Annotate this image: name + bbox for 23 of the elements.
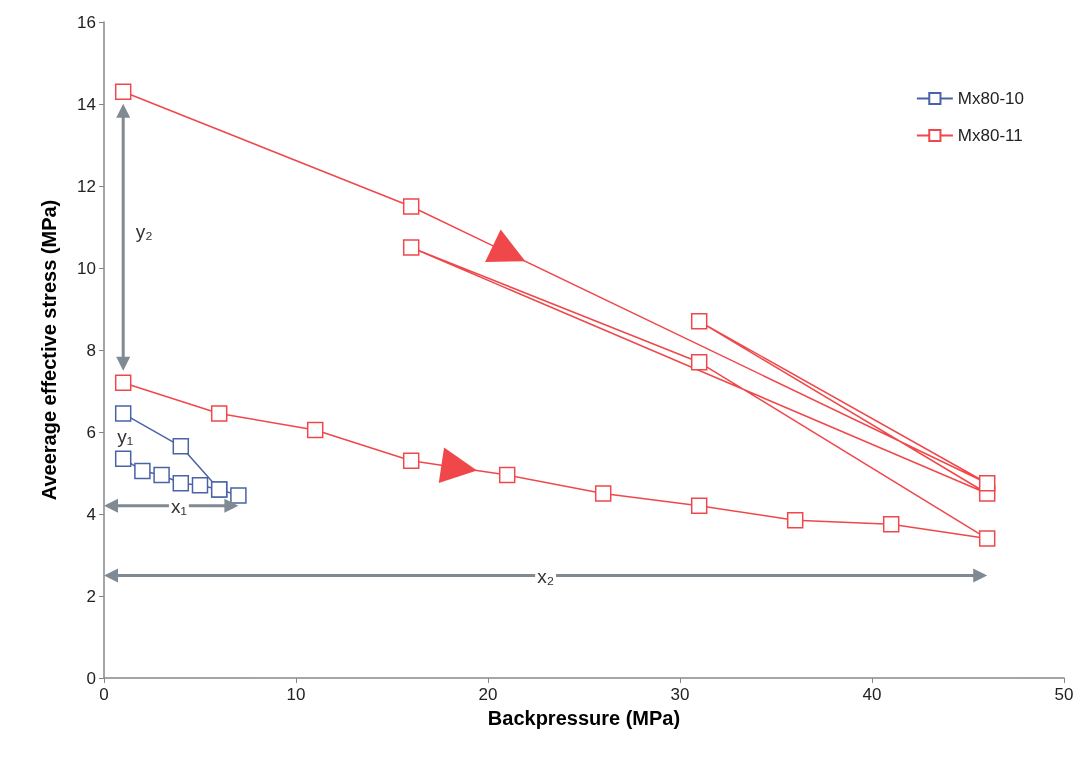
y-axis-title: Aveerage effective stress (MPa) xyxy=(38,199,60,501)
y-tick-label: 10 xyxy=(77,258,96,278)
annotation: y₁ xyxy=(117,426,134,448)
annotation: x₂ xyxy=(537,565,555,587)
x-tick-label: 50 xyxy=(1054,685,1074,704)
y-tick-label: 0 xyxy=(86,668,96,688)
y-tick-label: 6 xyxy=(86,422,96,442)
annotation: x₁ xyxy=(170,495,187,517)
x-tick-label: 30 xyxy=(670,685,690,704)
y-tick-label: 2 xyxy=(86,586,96,606)
y-tick-label: 4 xyxy=(86,504,96,524)
legend-label: Mx80-10 xyxy=(957,89,1024,108)
y-tick-label: 14 xyxy=(77,94,96,114)
legend-label: Mx80-11 xyxy=(957,126,1023,145)
y-tick-label: 16 xyxy=(77,12,96,32)
y-tick-label: 8 xyxy=(86,340,96,360)
y-tick-label: 12 xyxy=(77,176,96,196)
x-tick-label: 0 xyxy=(99,685,109,704)
annotation: y₂ xyxy=(135,221,153,243)
x-tick-label: 10 xyxy=(286,685,306,704)
x-tick-label: 20 xyxy=(478,685,498,704)
x-tick-label: 40 xyxy=(862,685,882,704)
x-axis-title: Backpressure (MPa) xyxy=(487,707,681,729)
